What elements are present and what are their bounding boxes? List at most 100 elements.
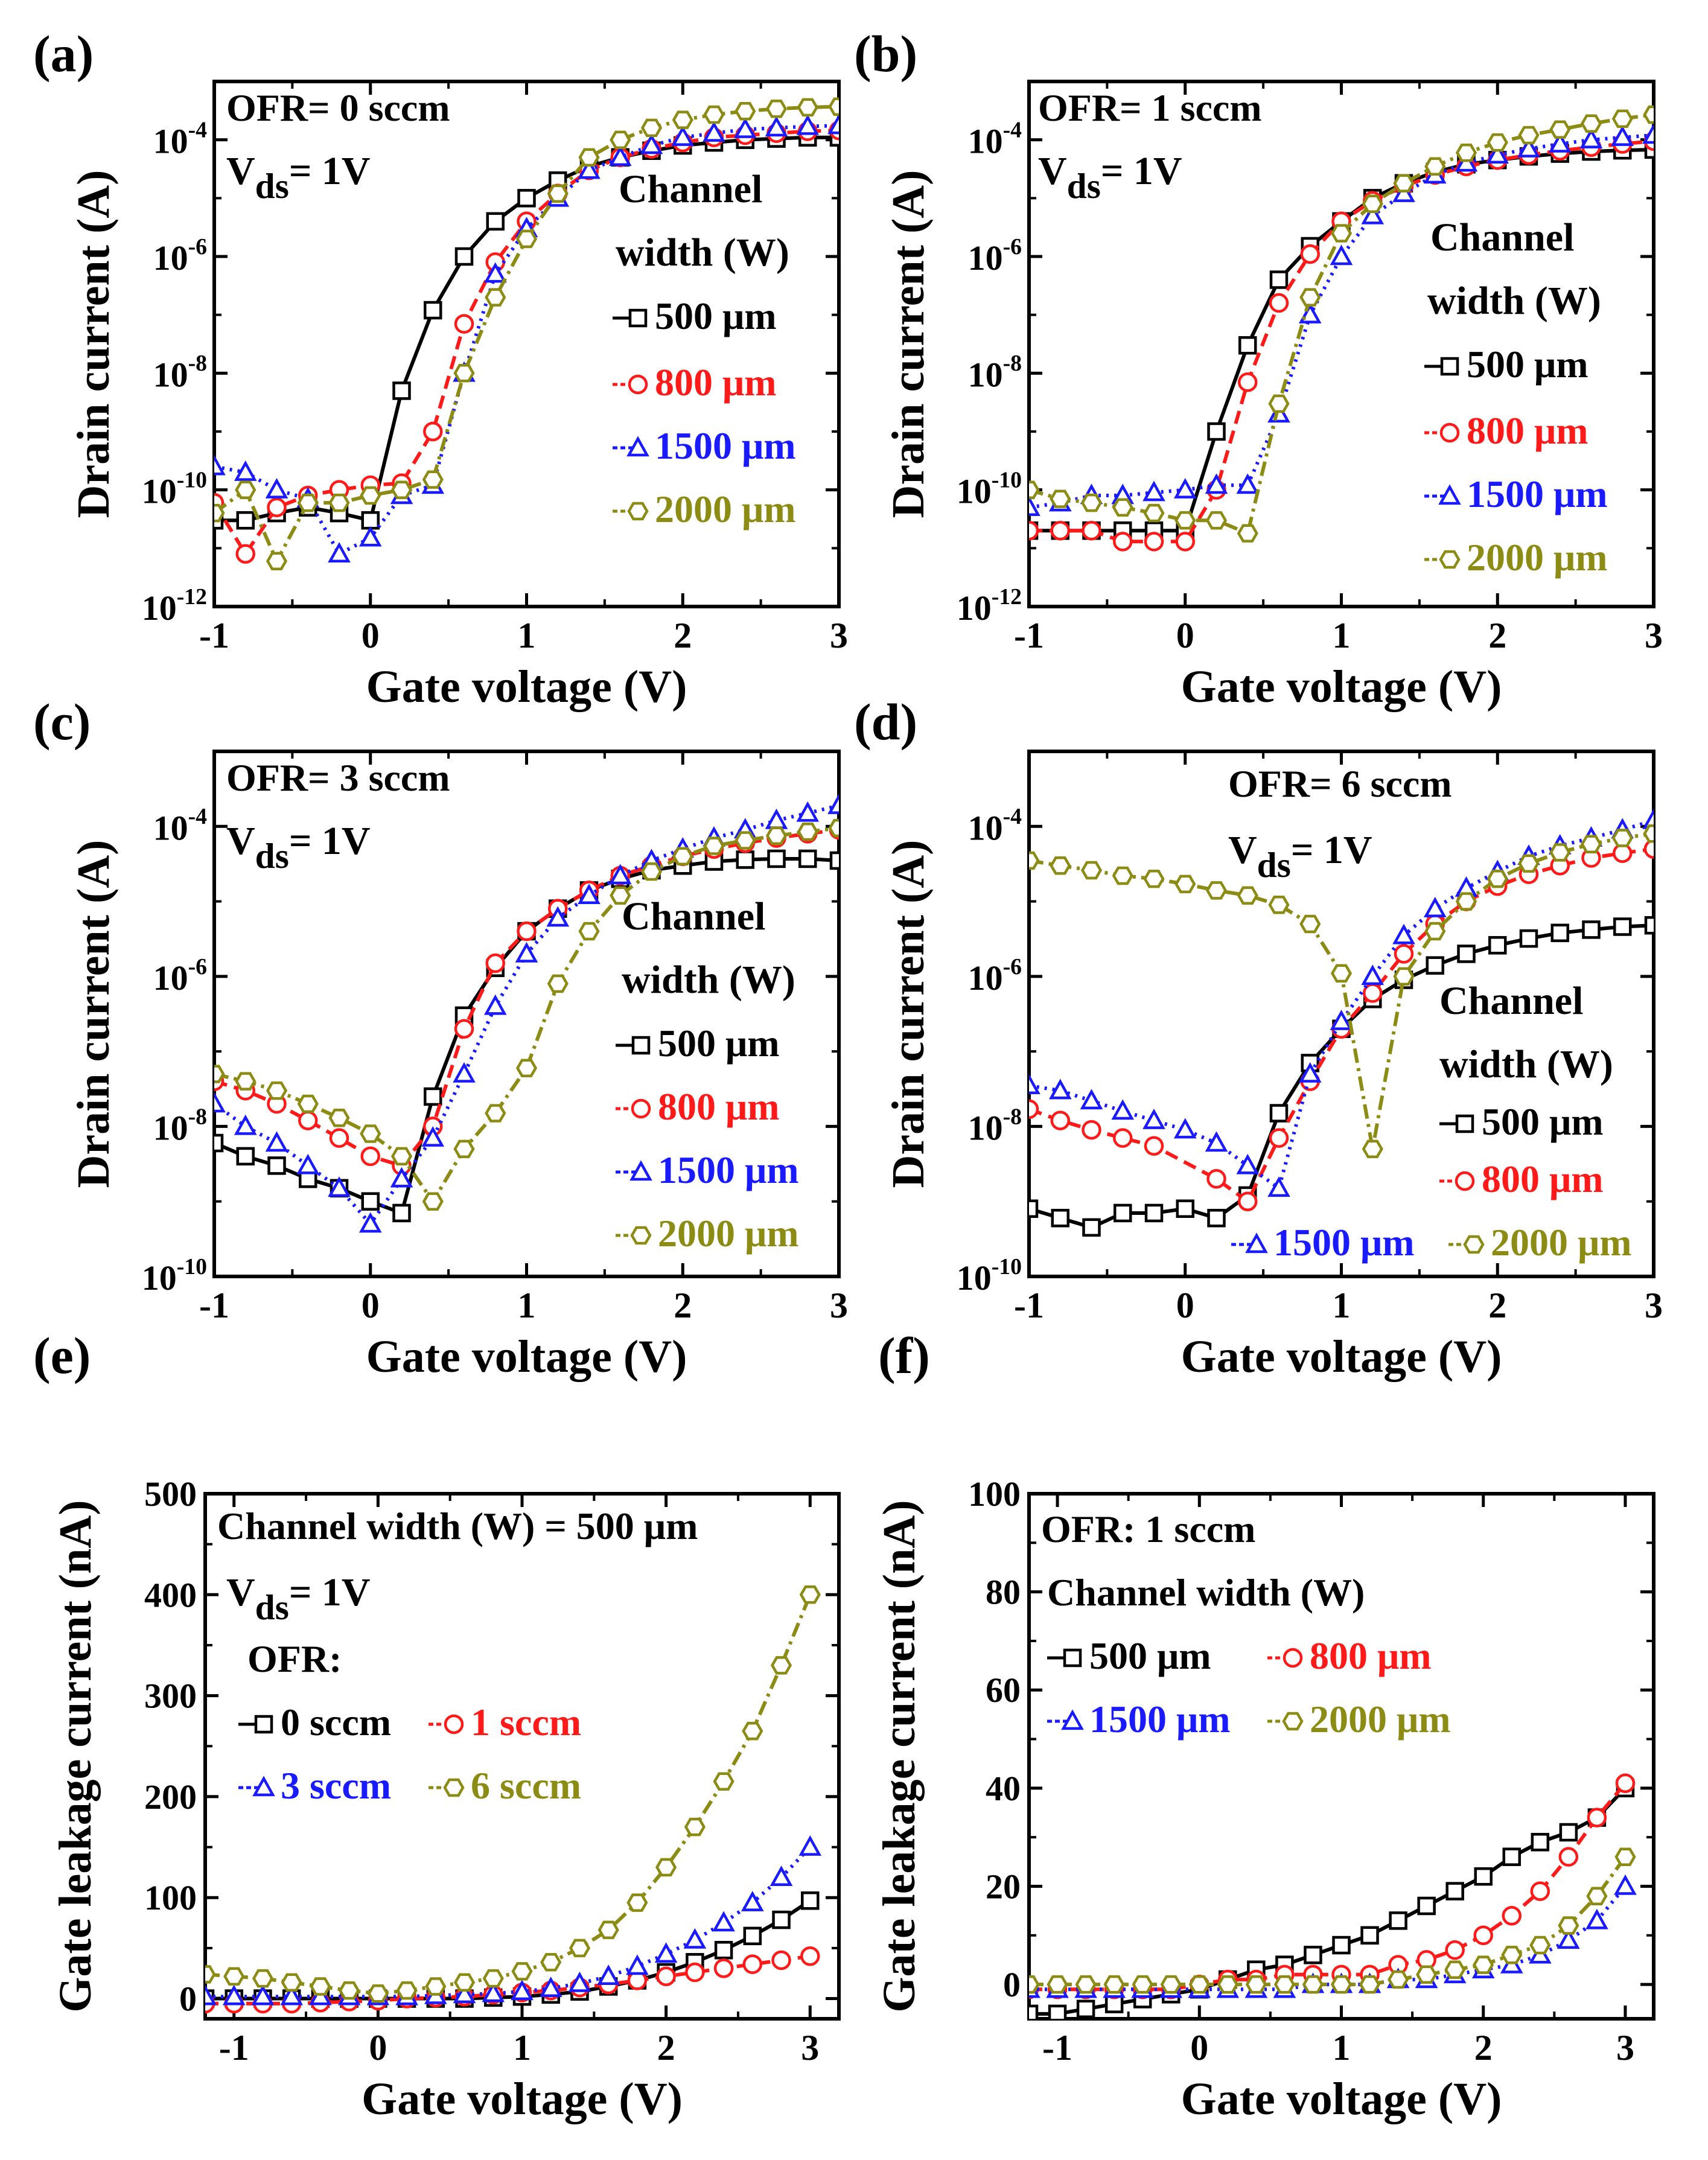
data-point: [485, 1104, 506, 1123]
data-point: [1075, 1975, 1097, 1994]
data-point: [771, 1950, 791, 1970]
data-point: [1238, 336, 1257, 355]
y-tick-label: 20: [986, 1867, 1021, 1906]
data-point: [1029, 480, 1040, 499]
legend-label: 0 sccm: [281, 1701, 391, 1744]
data-point: [1614, 1874, 1637, 1895]
data-point: [797, 822, 818, 841]
data-point: [482, 1969, 504, 1988]
data-point: [360, 1146, 380, 1167]
data-point: [1238, 1191, 1258, 1211]
data-point: [511, 1980, 534, 2001]
data-point: [1332, 1935, 1351, 1955]
data-point: [1389, 1911, 1407, 1930]
legend-label: 1 sccm: [471, 1701, 581, 1744]
x-tick-label: 3: [1645, 1285, 1663, 1325]
y-tick-label: 10-12: [957, 584, 1022, 628]
x-tick-label: 2: [657, 2028, 675, 2068]
x-tick-label: 2: [1488, 1285, 1506, 1325]
y-tick-label: 10-10: [957, 1254, 1022, 1298]
data-point: [329, 1128, 349, 1148]
data-point: [767, 849, 786, 868]
y-tick-label: 10-4: [153, 804, 208, 847]
data-point: [1236, 1153, 1260, 1174]
data-point: [765, 808, 788, 829]
chart-panel-c: (c) -1 0 1 2 3 10-10 10-8 10-6 10-4 Gate voltage (…: [33, 693, 848, 1382]
data-point: [1518, 854, 1540, 873]
data-point: [1473, 1955, 1494, 1974]
legend-marker: [254, 1715, 273, 1734]
data-point: [1047, 1975, 1068, 1994]
y-tick-label: 10-12: [142, 584, 207, 628]
x-tick-label: 3: [1616, 2028, 1634, 2068]
data-point: [1050, 856, 1071, 875]
y-tick-label: 300: [144, 1677, 197, 1716]
data-point: [214, 503, 225, 523]
data-point: [1473, 1925, 1493, 1946]
legend-label: 2000 μm: [1491, 1221, 1632, 1264]
data-point: [656, 1966, 676, 1986]
x-tick-label: 2: [1474, 2028, 1493, 2068]
annotation-vds: Vds= 1V: [226, 819, 371, 876]
data-point: [626, 1954, 649, 1975]
legend-marker: [630, 1226, 652, 1245]
x-tick-label: 1: [1333, 2028, 1351, 2068]
x-tick-label: 2: [674, 616, 692, 655]
panel-label-b: (b): [854, 25, 917, 83]
data-point: [222, 1984, 246, 2005]
data-point: [424, 1087, 442, 1106]
data-point: [1029, 1074, 1040, 1095]
y-axis-label: Gate leakage current (nA): [50, 1500, 101, 2012]
data-point: [1424, 157, 1446, 176]
legend-marker: [443, 1778, 465, 1797]
data-point: [1423, 896, 1447, 917]
y-tick-label: 10-10: [957, 468, 1022, 511]
data-point: [828, 818, 839, 838]
series-group: [205, 1585, 822, 2014]
annotation-text: OFR: 1 sccm: [1041, 1508, 1255, 1550]
legend-marker: [1438, 484, 1461, 505]
legend-label: 1500 μm: [1273, 1221, 1415, 1264]
data-point: [1615, 1773, 1636, 1793]
data-point: [640, 133, 663, 155]
data-point: [1142, 480, 1165, 502]
data-point: [1330, 1975, 1353, 1994]
data-point: [1611, 829, 1633, 847]
data-point: [1426, 956, 1444, 975]
data-point: [797, 98, 818, 117]
y-tick-label: 10-6: [153, 954, 207, 998]
data-point: [703, 121, 725, 142]
data-point: [640, 118, 663, 138]
data-point: [672, 847, 693, 865]
data-point: [265, 478, 288, 499]
legend-label: 1500 μm: [658, 1148, 799, 1191]
data-point: [626, 1893, 648, 1912]
x-tick-label: -1: [199, 1285, 229, 1325]
data-point: [1080, 493, 1103, 512]
data-point: [713, 1958, 734, 1978]
legend-label: 1500 μm: [1089, 1698, 1231, 1741]
annotation-text: OFR= 3 sccm: [226, 756, 450, 799]
data-point: [392, 381, 411, 400]
data-point: [1455, 143, 1477, 162]
data-point: [453, 1139, 475, 1159]
x-tick-label: 0: [1190, 2028, 1208, 2068]
x-tick-label: 0: [1176, 1285, 1194, 1325]
data-point: [1580, 114, 1602, 133]
data-point: [328, 493, 350, 512]
data-point: [1394, 944, 1414, 964]
data-point: [360, 486, 381, 505]
y-axis-label: Drain current (A): [883, 840, 934, 1188]
legend-label: 6 sccm: [471, 1764, 581, 1807]
data-point: [1361, 203, 1385, 225]
data-point: [1642, 123, 1654, 144]
data-point: [578, 922, 600, 941]
x-tick-label: 3: [1645, 616, 1663, 655]
annotation-text: OFR= 0 sccm: [226, 86, 450, 129]
legend-marker: [627, 502, 649, 521]
y-tick-label: 10-4: [968, 804, 1022, 847]
data-point: [1048, 1078, 1072, 1100]
data-point: [1050, 520, 1070, 541]
data-point: [1142, 1108, 1165, 1129]
legend-marker: [1061, 1709, 1084, 1730]
